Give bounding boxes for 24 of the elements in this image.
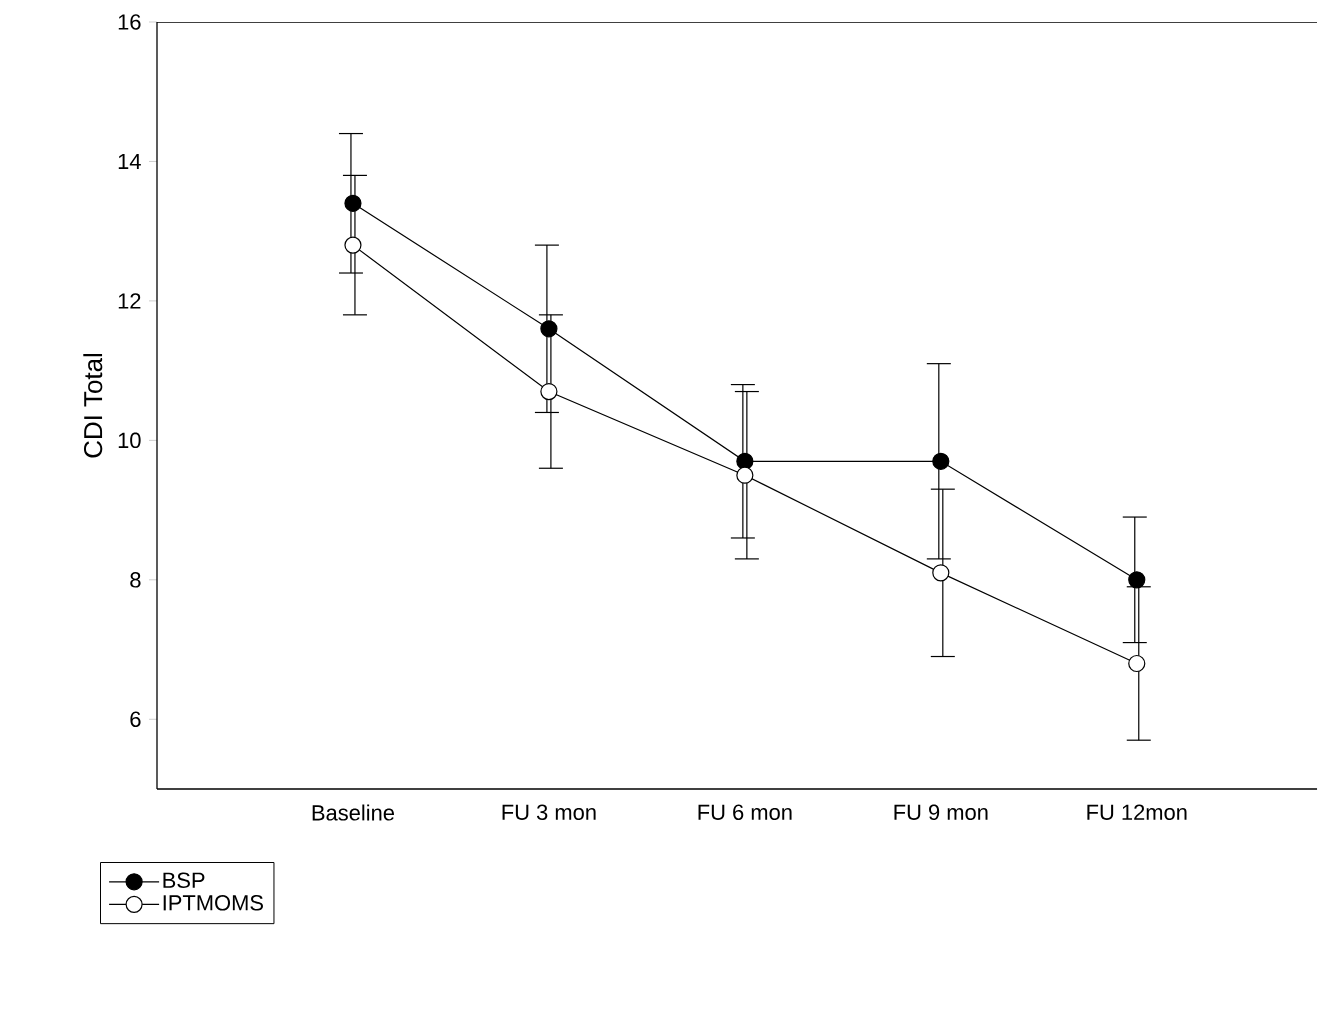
y-tick-label: 10 xyxy=(118,432,141,449)
point xyxy=(736,466,754,484)
point xyxy=(1128,571,1146,589)
y-tick-label: 6 xyxy=(130,711,141,728)
point xyxy=(932,564,950,582)
point xyxy=(540,382,558,401)
x-tick-label: FU 9 mon xyxy=(894,804,988,821)
y-tick-label: 8 xyxy=(130,572,141,588)
point xyxy=(344,236,362,254)
point xyxy=(932,452,950,470)
legend-label: IPTMOMS xyxy=(163,895,263,911)
x-tick-label: FU 6 mon xyxy=(698,804,792,821)
legend-label: BSP xyxy=(163,872,205,889)
y-tick-label: 14 xyxy=(118,153,141,169)
point xyxy=(1128,654,1146,673)
y-tick-label: 12 xyxy=(118,293,141,309)
point xyxy=(736,452,754,470)
point xyxy=(540,320,558,338)
x-tick-label: Baseline xyxy=(312,804,394,821)
y-axis-title: CDI Total xyxy=(83,353,103,458)
y-tick-label: 16 xyxy=(118,14,141,30)
x-tick-label: FU 12mon xyxy=(1087,804,1187,821)
point xyxy=(344,194,362,212)
x-tick-label: FU 3 mon xyxy=(502,804,596,821)
